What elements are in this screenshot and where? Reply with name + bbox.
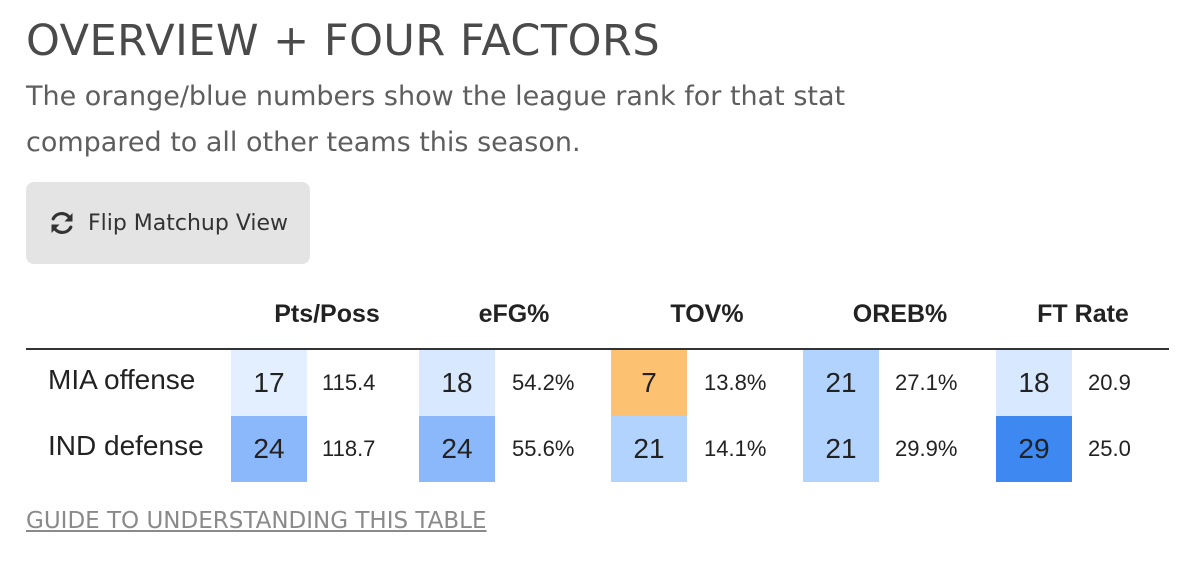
rank-cell: 7 <box>611 350 687 416</box>
value-cell: 55.6% <box>512 436 575 461</box>
value-cell: 27.1% <box>895 370 958 395</box>
column-header-pts-poss: Pts/Poss <box>274 300 380 328</box>
column-header-ft-rate: FT Rate <box>1037 300 1129 328</box>
rank-cell: 21 <box>803 350 879 416</box>
rank-cell: 29 <box>996 416 1072 482</box>
rank-cell: 21 <box>803 416 879 482</box>
column-header-oreb: OREB% <box>852 300 948 328</box>
column-header-efg: eFG% <box>478 300 550 328</box>
page-title: OVERVIEW + FOUR FACTORS <box>26 16 661 66</box>
rank-cell: 21 <box>611 416 687 482</box>
value-cell: 54.2% <box>512 370 575 395</box>
flip-matchup-label: Flip Matchup View <box>87 210 289 236</box>
value-cell: 20.9 <box>1088 370 1131 395</box>
value-cell: 13.8% <box>704 370 767 395</box>
rank-cell: 24 <box>419 416 495 482</box>
value-cell: 14.1% <box>704 436 767 461</box>
flip-matchup-button[interactable]: Flip Matchup View <box>26 182 310 264</box>
value-cell: 115.4 <box>322 370 376 395</box>
header-divider <box>26 348 1169 350</box>
rank-cell: 24 <box>231 416 307 482</box>
row-label-mia-offense: MIA offense <box>48 364 196 395</box>
rank-cell: 18 <box>996 350 1072 416</box>
value-cell: 118.7 <box>322 436 376 461</box>
value-cell: 25.0 <box>1088 436 1131 461</box>
column-header-tov: TOV% <box>670 300 744 328</box>
row-label-ind-defense: IND defense <box>48 430 204 461</box>
value-cell: 29.9% <box>895 436 958 461</box>
rank-cell: 17 <box>231 350 307 416</box>
guide-link[interactable]: GUIDE TO UNDERSTANDING THIS TABLE <box>26 508 487 534</box>
refresh-icon <box>48 209 76 237</box>
rank-cell: 18 <box>419 350 495 416</box>
page-subtitle: The orange/blue numbers show the league … <box>26 81 846 158</box>
